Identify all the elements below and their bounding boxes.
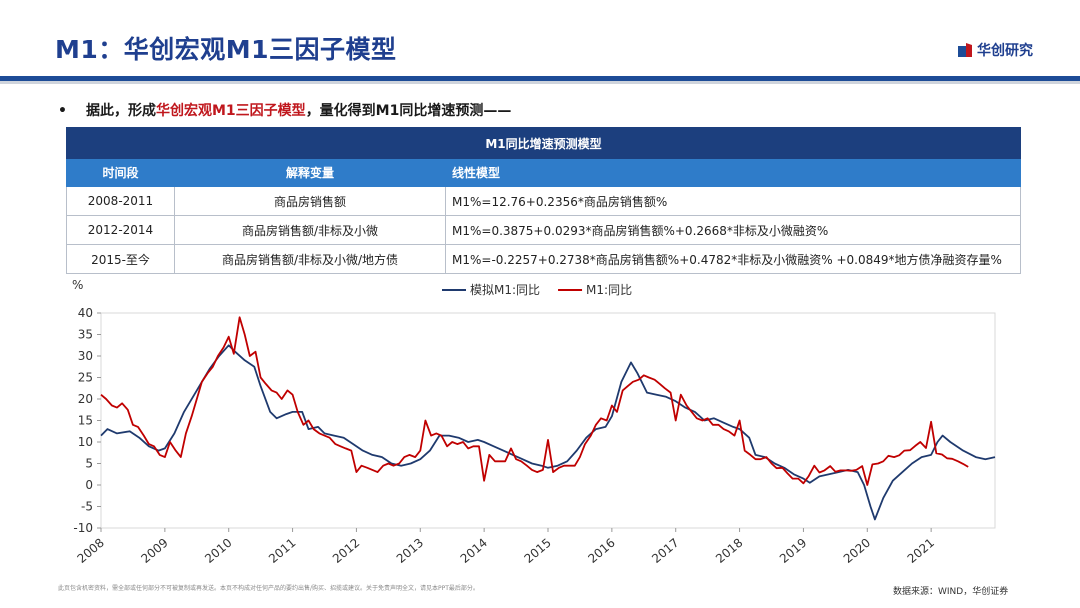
m1-line-chart: -10 -5 0 5 10 15 20 25 30 35 40% 2008 2009 2010 2011 20… [72,278,996,566]
table-cell: 2008-2011 [66,186,175,216]
bullet-pre: 据此，形成 [86,103,156,119]
x-tick-label: 2014 [458,536,490,566]
table-row: 2012-2014 商品房销售额/非标及小微 M1%=0.3875+0.0293… [66,215,1021,245]
table-header-cell: 线性模型 [445,158,1021,187]
x-tick-label: 2008 [75,536,107,566]
x-tick-label: 2012 [330,536,362,566]
y-tick-label: 15 [78,414,93,428]
table-cell: 商品房销售额/非标及小微/地方债 [174,244,446,274]
brand-logo-icon [958,43,972,57]
y-tick-label: 35 [78,328,93,342]
brand: 华创研究 [958,40,1033,60]
y-tick-label: 40 [78,306,93,320]
bullet-dot: • [58,103,67,119]
table-cell: M1%=0.3875+0.0293*商品房销售额%+0.2668*非标及小微融资… [445,215,1021,245]
x-tick-label: 2019 [777,536,809,566]
y-tick-label: 25 [78,371,93,385]
x-tick-label: 2010 [202,536,234,566]
legend-label-1: 模拟M1:同比 [470,283,540,297]
bullet-text: • 据此，形成华创宏观M1三因子模型，量化得到M1同比增速预测—— [58,100,511,120]
y-tick-label: 30 [78,349,93,363]
page-title: M1：华创宏观M1三因子模型 [55,35,397,64]
x-tick-label: 2015 [522,536,554,566]
table-cell: M1%=12.76+0.2356*商品房销售额% [445,186,1021,216]
table-row: 2008-2011 商品房销售额 M1%=12.76+0.2356*商品房销售额… [66,186,1021,216]
x-tick-label: 2009 [138,536,170,566]
x-tick-label: 2021 [905,536,937,566]
table-cell: 2012-2014 [66,215,175,245]
legend-label-2: M1:同比 [586,283,632,297]
y-tick-label: 5 [85,457,93,471]
table-header-row: 时间段 解释变量 线性模型 [66,158,1021,187]
table-caption: M1同比增速预测模型 [66,127,1021,159]
y-tick-label: 20 [78,392,93,406]
header-rule-shadow [0,81,1080,84]
y-tick-label: 10 [78,435,93,449]
x-tick-label: 2011 [266,536,298,566]
y-tick-label: 0 [85,478,93,492]
table-header-cell: 时间段 [66,158,175,187]
y-axis-unit: % [72,278,83,292]
series-line-2 [100,316,969,486]
brand-name: 华创研究 [977,43,1033,59]
x-tick-label: 2013 [394,536,426,566]
series-line-1 [100,344,996,521]
data-source: 数据来源：WIND，华创证券 [893,587,1009,597]
x-tick-label: 2018 [713,536,745,566]
disclaimer: 此页包含机密资料，需全部或任何部分不可被复制或再发送。本页不构成对任何产品的要约… [58,585,479,592]
model-table: M1同比增速预测模型 时间段 解释变量 线性模型 2008-2011 商品房销售… [66,127,1021,274]
bullet-post: ，量化得到M1同比增速预测—— [305,103,512,119]
y-tick-label: -5 [81,500,93,514]
x-tick-label: 2020 [841,536,873,566]
y-tick-label: -10 [73,521,93,535]
table-cell: 商品房销售额 [174,186,446,216]
x-tick-label: 2017 [649,536,681,566]
table-cell: M1%=-0.2257+0.2738*商品房销售额%+0.4782*非标及小微融… [445,244,1021,274]
header-rule [0,76,1080,81]
table-row: 2015-至今 商品房销售额/非标及小微/地方债 M1%=-0.2257+0.2… [66,244,1021,274]
table-header-cell: 解释变量 [174,158,446,187]
table-cell: 商品房销售额/非标及小微 [174,215,446,245]
x-tick-label: 2016 [585,536,617,566]
bullet-highlight: 华创宏观M1三因子模型 [156,103,306,119]
table-cell: 2015-至今 [66,244,175,274]
